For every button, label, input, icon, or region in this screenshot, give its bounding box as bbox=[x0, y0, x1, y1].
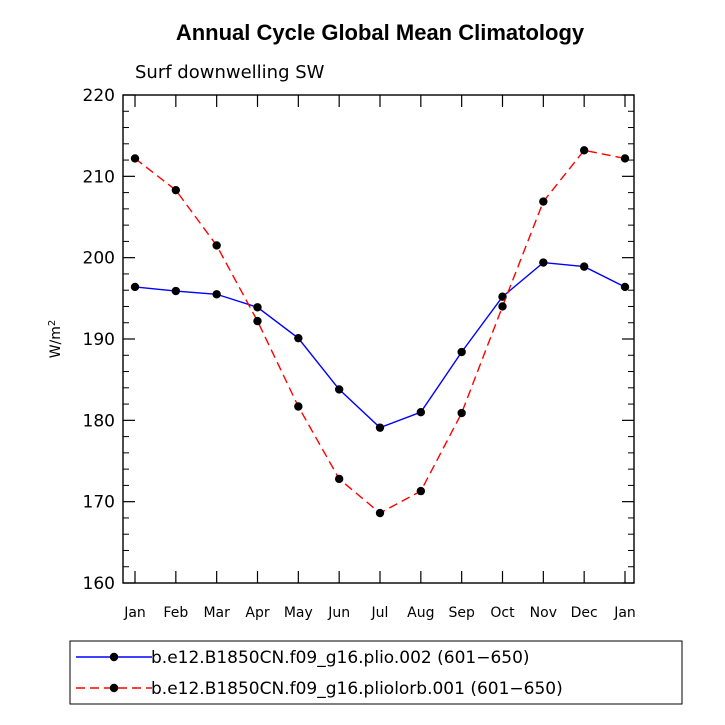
series-1-point bbox=[253, 303, 262, 312]
series-1-point bbox=[294, 333, 303, 343]
series-2-point bbox=[457, 408, 466, 418]
x-tick-label: Oct bbox=[490, 605, 515, 621]
series-1-point bbox=[539, 258, 548, 267]
series-2-point bbox=[539, 197, 548, 206]
chart-subtitle: Surf downwelling SW bbox=[135, 62, 325, 83]
series-1-point bbox=[171, 286, 181, 296]
y-axis-label: W/m2 bbox=[47, 320, 65, 359]
x-tick-label: Apr bbox=[245, 605, 269, 621]
x-tick-labels: Jan Feb Mar Apr May Jun Jul Aug Sep Oct Nov Dec Jan bbox=[123, 605, 636, 621]
y-tick-label: 160 bbox=[83, 574, 115, 594]
series-2-point bbox=[171, 185, 181, 195]
series-1-point bbox=[457, 347, 466, 357]
x-tick-label: Jan bbox=[123, 605, 146, 621]
series-2-point bbox=[212, 241, 221, 250]
y-tick-label: 220 bbox=[83, 86, 115, 106]
series-1-point bbox=[579, 262, 589, 271]
y-axis-label-text: W/m bbox=[48, 326, 64, 358]
series-2-point bbox=[130, 154, 140, 163]
series-2-point bbox=[416, 486, 426, 496]
series-line-2 bbox=[134, 149, 626, 514]
y-axis-label-superscript: 2 bbox=[47, 320, 58, 326]
legend: b.e12.B1850CN.f09_g16.plio.002 (601−650)… bbox=[69, 640, 683, 705]
series-2-point bbox=[375, 508, 385, 518]
series-2-point bbox=[620, 154, 630, 163]
legend-marker-1 bbox=[109, 652, 119, 662]
series-1-point bbox=[334, 385, 344, 394]
x-tick-label: Feb bbox=[163, 605, 188, 621]
legend-label-2: b.e12.B1850CN.f09_g16.pliolorb.001 (601−… bbox=[151, 679, 563, 699]
x-tick-label: Dec bbox=[571, 605, 598, 621]
series-1-point bbox=[375, 423, 385, 432]
series-2-point bbox=[294, 402, 303, 411]
series-2-point bbox=[579, 146, 589, 155]
series-line-1 bbox=[134, 261, 626, 429]
x-tick-label: Nov bbox=[530, 605, 557, 621]
series-layer bbox=[130, 146, 630, 518]
x-tick-label: Jun bbox=[327, 605, 350, 621]
y-tick-label: 180 bbox=[83, 411, 115, 431]
series-1-point bbox=[620, 282, 630, 292]
series-1-point bbox=[212, 290, 221, 299]
x-tick-label: Sep bbox=[448, 605, 475, 621]
x-tick-label: May bbox=[284, 605, 313, 621]
legend-box bbox=[69, 640, 683, 705]
svg-text:W/m2: W/m2 bbox=[47, 320, 65, 359]
legend-label-1: b.e12.B1850CN.f09_g16.plio.002 (601−650) bbox=[151, 648, 530, 668]
series-1-point bbox=[130, 282, 140, 292]
x-tick-label: Mar bbox=[203, 605, 230, 621]
chart-title: Annual Cycle Global Mean Climatology bbox=[176, 20, 585, 45]
y-tick-label: 190 bbox=[83, 330, 115, 350]
x-tick-label: Jul bbox=[371, 605, 389, 621]
y-tick-labels: 160 170 180 190 200 210 220 bbox=[83, 86, 115, 594]
series-1-point bbox=[416, 408, 426, 417]
x-tick-label: Aug bbox=[407, 605, 434, 621]
series-2-point bbox=[334, 474, 344, 484]
series-2-point bbox=[498, 302, 507, 311]
y-tick-label: 210 bbox=[83, 167, 115, 187]
x-tick-label: Jan bbox=[613, 605, 636, 621]
legend-marker-2 bbox=[109, 683, 119, 693]
y-tick-label: 200 bbox=[83, 249, 115, 269]
plot-frame bbox=[122, 94, 635, 584]
series-1-point bbox=[498, 292, 507, 301]
y-tick-label: 170 bbox=[83, 493, 115, 513]
series-2-point bbox=[253, 316, 262, 326]
